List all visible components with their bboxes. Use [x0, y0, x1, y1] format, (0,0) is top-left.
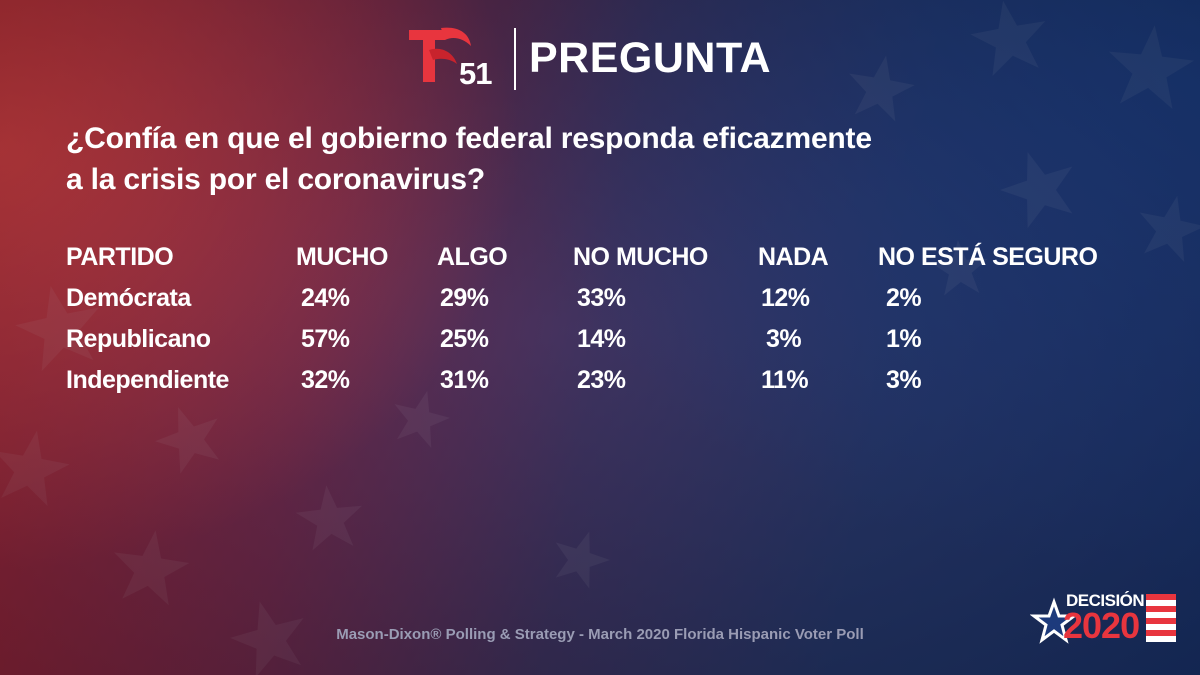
- source-citation: Mason-Dixon® Polling & Strategy - March …: [336, 626, 864, 643]
- question-text: ¿Confía en que el gobierno federal respo…: [66, 118, 1066, 200]
- question-line-2: a la crisis por el coronavirus?: [66, 163, 485, 196]
- badge-label: DECISIÓN: [1066, 591, 1145, 610]
- row-independiente-mucho: 32%: [301, 366, 350, 394]
- column-header-no-seguro: NO ESTÁ SEGURO: [878, 243, 1098, 271]
- star-icon: [1030, 597, 1079, 644]
- row-democrata-nada: 12%: [761, 284, 810, 312]
- column-header-partido: PARTIDO: [66, 243, 174, 271]
- row-republicano-algo: 25%: [440, 325, 489, 353]
- column-header-algo: ALGO: [437, 243, 508, 271]
- header-divider: [514, 28, 516, 90]
- row-democrata-no-mucho: 33%: [577, 284, 626, 312]
- flag-stripes-icon: [1146, 594, 1176, 642]
- badge-year: 2020: [1063, 605, 1140, 646]
- row-independiente-nada: 11%: [761, 366, 809, 394]
- row-democrata-no-seguro: 2%: [886, 284, 922, 312]
- row-democrata-party: Demócrata: [66, 284, 191, 312]
- row-independiente-no-seguro: 3%: [886, 366, 922, 394]
- row-republicano-party: Republicano: [66, 325, 211, 353]
- row-independiente-party: Independiente: [66, 366, 229, 394]
- station-number: 51: [459, 56, 492, 91]
- row-independiente-algo: 31%: [440, 366, 489, 394]
- column-header-nada: NADA: [758, 243, 829, 271]
- question-line-1: ¿Confía en que el gobierno federal respo…: [66, 122, 872, 155]
- column-header-mucho: MUCHO: [296, 243, 388, 271]
- row-republicano-no-seguro: 1%: [886, 325, 922, 353]
- row-democrata-algo: 29%: [440, 284, 489, 312]
- column-header-no-mucho: NO MUCHO: [573, 243, 708, 271]
- row-republicano-no-mucho: 14%: [577, 325, 626, 353]
- telemundo-logo-icon: [409, 27, 471, 82]
- row-republicano-mucho: 57%: [301, 325, 350, 353]
- row-republicano-nada: 3%: [766, 325, 802, 353]
- row-independiente-no-mucho: 23%: [577, 366, 626, 394]
- row-democrata-mucho: 24%: [301, 284, 350, 312]
- decision-2020-badge: [1030, 594, 1176, 644]
- page-title: PREGUNTA: [529, 34, 772, 82]
